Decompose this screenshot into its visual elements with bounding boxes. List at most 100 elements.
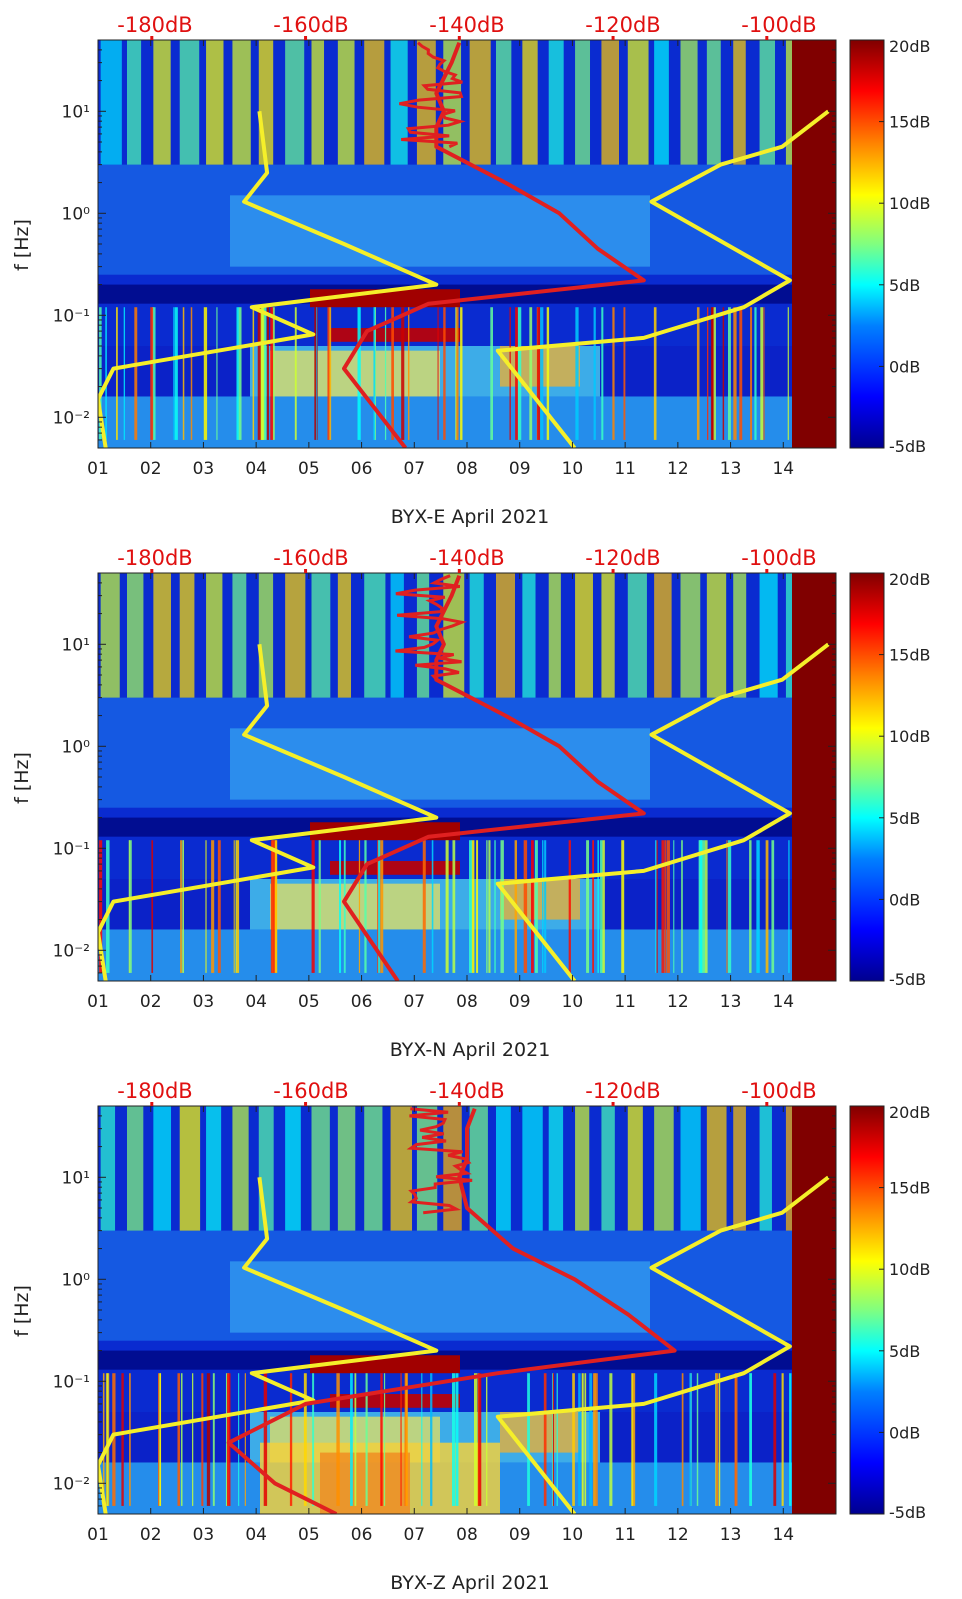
spectrogram-hotspot <box>500 879 580 920</box>
spectrogram-hotspot <box>320 1452 410 1514</box>
spectrogram-streak <box>390 573 404 698</box>
spectrogram-spike <box>715 1373 719 1506</box>
spectrogram-spike <box>270 840 275 973</box>
spectrogram-spike <box>261 307 265 440</box>
spectrogram-spike <box>244 1373 246 1506</box>
spectrogram-spike <box>217 840 221 973</box>
spectrogram-spike <box>594 1373 598 1506</box>
spectrogram-spike <box>350 1373 353 1506</box>
spectrogram-spike <box>259 307 264 440</box>
spectrogram-band <box>270 883 440 930</box>
spectrogram-spike <box>263 1373 268 1506</box>
colorbar-scale <box>849 1105 885 1515</box>
spectrogram-streak <box>364 1106 383 1231</box>
spectrogram-spike <box>211 840 215 973</box>
noise-model-low-curve <box>98 111 439 448</box>
spectrogram-spike <box>106 840 110 973</box>
spectrogram-spike <box>451 1373 456 1506</box>
colorbar-tick-label: 10dB <box>889 1260 931 1279</box>
spectrogram-streak <box>522 1106 543 1231</box>
spectrogram-spike <box>673 840 675 973</box>
spectrogram-streak <box>733 40 746 165</box>
spectrogram-streak <box>469 40 491 165</box>
spectrogram-spike <box>316 307 318 440</box>
colorbar-tick-label: 5dB <box>889 276 920 295</box>
spectrogram-spike <box>311 840 315 973</box>
colorbar-scale <box>849 39 885 449</box>
y-tick-label: 10¹ <box>62 1168 90 1188</box>
top-db-label: -180dB <box>117 13 192 37</box>
spectrogram-streak <box>575 1106 590 1231</box>
spectrogram-spike <box>159 1373 162 1506</box>
colorbar-tick-label: 0dB <box>889 1423 920 1442</box>
spectrogram-spike <box>542 840 544 973</box>
noise-model-high-curve <box>495 1175 830 1514</box>
spectrogram-streak <box>311 573 331 698</box>
x-tick-label: 09 <box>509 459 531 479</box>
spectrogram-spike <box>536 307 541 440</box>
spectrogram-spike <box>631 1373 634 1506</box>
spectrogram-streak <box>680 1106 701 1231</box>
spectrogram-spike <box>318 840 321 973</box>
spectrogram-spike <box>478 1373 482 1506</box>
x-tick-label: 01 <box>87 459 109 479</box>
spectrogram-streak <box>337 40 355 165</box>
spectrogram-streak <box>100 40 122 165</box>
top-db-label: -120dB <box>585 13 660 37</box>
spectrogram-spike <box>102 1373 105 1506</box>
spectrogram-streak <box>575 40 591 165</box>
spectrogram-spike <box>180 1373 183 1506</box>
spectrogram-spike <box>597 840 599 973</box>
spectrogram-spike <box>357 307 361 440</box>
spectrogram-spike <box>773 1373 777 1506</box>
x-tick-label: 07 <box>403 1525 425 1545</box>
median-psd-curve <box>342 574 646 981</box>
spectrogram-spike <box>452 840 456 973</box>
x-tick-label: 13 <box>720 459 742 479</box>
spectrogram-spike <box>252 307 255 440</box>
x-tick-label: 02 <box>140 459 162 479</box>
spectrogram-spike <box>180 840 182 973</box>
x-tick-label: 01 <box>87 1525 109 1545</box>
spectrogram-streak <box>759 1106 772 1231</box>
spectrogram-spike <box>455 307 457 440</box>
x-tick-label: 09 <box>509 992 531 1012</box>
spectrogram-spike <box>422 840 426 973</box>
x-tick-label: 10 <box>562 459 584 479</box>
x-tick-label: 04 <box>245 459 267 479</box>
spectrogram-spike <box>696 307 700 440</box>
spectrogram-spike <box>500 840 504 973</box>
spectrogram-spike <box>257 307 261 440</box>
spectrogram-spike <box>728 840 732 973</box>
spectrogram-streak <box>601 40 619 165</box>
spectrogram-spike <box>654 1373 658 1506</box>
x-tick-label: 06 <box>351 459 373 479</box>
x-tick-label: 08 <box>456 459 478 479</box>
spectrogram-streak <box>285 573 306 698</box>
spectrogram: 01 02 03 04 05 06 07 08 09 10 11 12 13 14 10⁻² 10⁻¹ 10⁰ 1… <box>53 1102 837 1545</box>
spectrogram-spike <box>174 307 178 440</box>
x-tick-label: 11 <box>614 1525 636 1545</box>
y-axis-label: f [Hz] <box>11 1285 33 1337</box>
spectrogram-body <box>98 1106 836 1514</box>
spectrogram-spike <box>182 840 184 973</box>
top-db-label: -100dB <box>741 13 816 37</box>
spectrogram-spike <box>112 1373 116 1506</box>
x-tick-label: 01 <box>87 992 109 1012</box>
panel-byx-e: 01 02 03 04 05 06 07 08 09 10 11 12 13 14 10⁻² 10⁻¹ 10⁰ 1… <box>11 13 931 528</box>
spectrogram-spike <box>190 307 193 440</box>
colorbar-tick-label: 20dB <box>889 1103 931 1122</box>
spectrogram-spike <box>364 840 367 973</box>
spectrogram-spike <box>621 840 625 973</box>
colorbar-tick-label: 20dB <box>889 570 931 589</box>
y-axis-label: f [Hz] <box>11 752 33 804</box>
x-tick-label: 12 <box>667 992 689 1012</box>
spectrogram-streak <box>443 1106 462 1231</box>
spectrogram-spike <box>523 840 528 973</box>
median-psd-curve-detail <box>395 574 468 681</box>
spectrogram-spike <box>544 840 547 973</box>
spectrogram-spike <box>765 840 769 973</box>
spectrogram-spike <box>134 307 138 440</box>
spectrogram-spike <box>575 307 579 440</box>
spectrogram-spike <box>343 840 346 973</box>
